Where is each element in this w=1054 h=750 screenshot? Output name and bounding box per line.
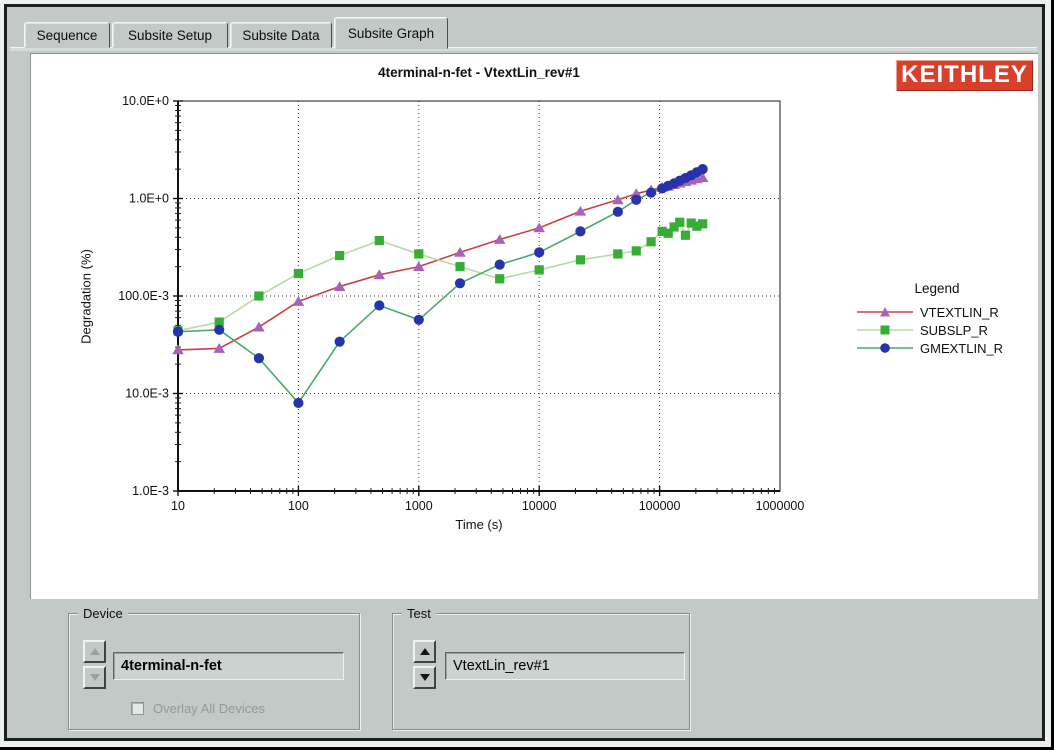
overlay-all-devices-checkbox[interactable] <box>131 702 144 715</box>
svg-text:10.0E-3: 10.0E-3 <box>125 387 169 401</box>
device-group: Device Overlay All Devices <box>68 606 360 730</box>
legend-title: Legend <box>914 281 960 296</box>
down-arrow-icon <box>419 674 430 681</box>
graph-pane: 4terminal-n-fet - VtextLin_rev#1 KEITHLE… <box>30 53 1038 599</box>
legend-item-subslp_r: SUBSLP_R <box>857 321 1037 339</box>
chart-legend: Legend VTEXTLIN_R SUBSLP_R GMEXTLIN_R <box>857 281 1037 357</box>
keithley-logo: KEITHLEY <box>896 60 1033 91</box>
x-axis-label: Time (s) <box>455 517 503 532</box>
up-arrow-icon <box>89 648 100 655</box>
overlay-all-devices-label: Overlay All Devices <box>153 701 265 716</box>
degradation-vs-time-chart: 10 100 1000 10000 100000 1000000 10.0E+0 1.0E+0… <box>118 94 805 513</box>
svg-text:1000000: 1000000 <box>756 499 805 513</box>
chart-title: 4terminal-n-fet - VtextLin_rev#1 <box>378 65 580 80</box>
test-name-field[interactable] <box>445 652 685 680</box>
legend-item-vtextlin_r: VTEXTLIN_R <box>857 303 1037 321</box>
test-group: Test <box>392 606 690 730</box>
tab-subsite-data[interactable]: Subsite Data <box>230 22 332 48</box>
down-arrow-icon <box>89 674 100 681</box>
tab-sequence[interactable]: Sequence <box>24 22 110 48</box>
svg-text:100.0E-3: 100.0E-3 <box>118 289 169 303</box>
y-axis-label: Degradation (%) <box>78 249 94 344</box>
svg-text:10.0E+0: 10.0E+0 <box>122 94 169 108</box>
svg-text:1.0E+0: 1.0E+0 <box>129 192 169 206</box>
up-arrow-icon <box>419 648 430 655</box>
test-group-label: Test <box>402 606 436 621</box>
legend-item-gmextlin_r: GMEXTLIN_R <box>857 339 1037 357</box>
device-up-button[interactable] <box>83 640 106 663</box>
svg-text:1000: 1000 <box>405 499 433 513</box>
device-down-button[interactable] <box>83 666 106 689</box>
legend-swatch-circle-icon <box>857 343 913 353</box>
legend-swatch-triangle-icon <box>857 307 913 317</box>
legend-swatch-square-icon <box>857 325 913 335</box>
svg-text:100000: 100000 <box>639 499 681 513</box>
tab-page-top-edge <box>10 47 1037 51</box>
device-group-label: Device <box>78 606 128 621</box>
svg-text:1.0E-3: 1.0E-3 <box>132 484 169 498</box>
tab-subsite-graph[interactable]: Subsite Graph <box>334 17 448 49</box>
legend-label: GMEXTLIN_R <box>920 340 1004 356</box>
legend-label: VTEXTLIN_R <box>920 304 999 320</box>
test-up-button[interactable] <box>413 640 436 663</box>
legend-label: SUBSLP_R <box>920 322 988 338</box>
test-down-button[interactable] <box>413 666 436 689</box>
svg-text:10: 10 <box>171 499 185 513</box>
tab-subsite-setup[interactable]: Subsite Setup <box>112 22 228 48</box>
svg-text:10000: 10000 <box>522 499 557 513</box>
device-name-field[interactable] <box>113 652 344 680</box>
svg-text:100: 100 <box>288 499 309 513</box>
